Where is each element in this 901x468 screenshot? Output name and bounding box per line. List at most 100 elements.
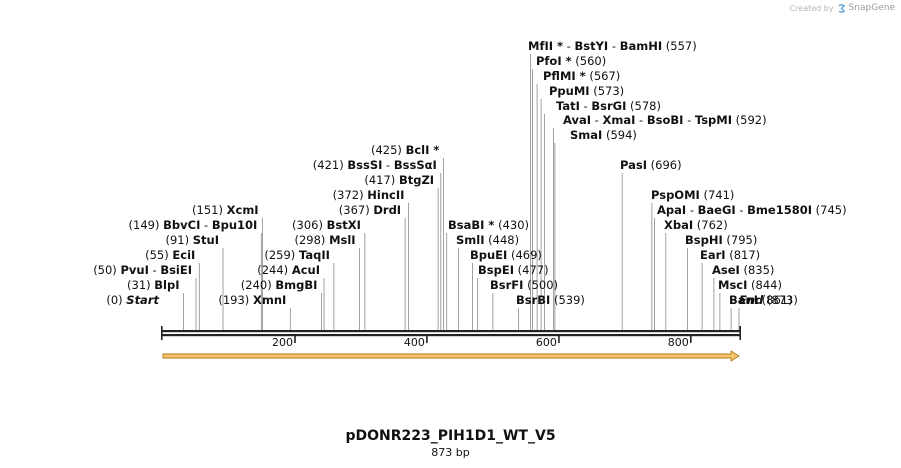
feature-arrow-shape[interactable] bbox=[162, 350, 740, 362]
label-part: - bbox=[608, 39, 619, 53]
cut-site-label[interactable]: ApaI - BaeGI - Bme1580I (745) bbox=[657, 203, 847, 217]
label-part: XmnI bbox=[253, 293, 286, 307]
ruler-tick bbox=[690, 336, 692, 343]
cut-site-label[interactable]: PspOMI (741) bbox=[651, 188, 734, 202]
label-part: (151) bbox=[192, 203, 227, 217]
label-part: PspOMI bbox=[651, 188, 700, 202]
cut-site-label[interactable]: (421) BssSI - BssSαI bbox=[313, 158, 437, 172]
ruler-tick-label: 400 bbox=[404, 336, 425, 349]
cut-site-label[interactable]: (240) BmgBI bbox=[241, 278, 318, 292]
ruler-ticks: 200 400 600 800 bbox=[272, 336, 692, 349]
cut-site-label[interactable]: AvaI - XmaI - BsoBI - TspMI (592) bbox=[563, 113, 767, 127]
label-part: (55) bbox=[145, 248, 172, 262]
label-part: (193) bbox=[218, 293, 253, 307]
map-title: pDONR223_PIH1D1_WT_V5 bbox=[345, 428, 556, 444]
label-part: BtgZI bbox=[399, 173, 434, 187]
cut-site-labels: (0) Start(31) BlpI(50) PvuI - BsiEI(55) … bbox=[93, 39, 846, 307]
cut-site-label[interactable]: (298) MslI bbox=[294, 233, 355, 247]
cut-site-label[interactable]: BspEI (477) bbox=[478, 263, 549, 277]
cut-site-label[interactable]: BsrBI (539) bbox=[516, 293, 585, 307]
label-part: (745) bbox=[812, 203, 847, 217]
cut-site-label[interactable]: SmaI (594) bbox=[570, 128, 637, 142]
label-part: (592) bbox=[732, 113, 767, 127]
label-part: (762) bbox=[693, 218, 728, 232]
label-part: PpuMI bbox=[549, 84, 590, 98]
label-part: (696) bbox=[647, 158, 682, 172]
feature-arrow[interactable] bbox=[162, 350, 740, 362]
label-part: Bme1580I bbox=[747, 203, 812, 217]
cut-site-label[interactable]: EarI (817) bbox=[700, 248, 760, 262]
cut-site-label[interactable]: BsaBI * (430) bbox=[448, 218, 529, 232]
ruler-tick bbox=[294, 336, 296, 343]
label-part: PfoI * bbox=[536, 54, 572, 68]
label-part: - bbox=[736, 203, 747, 217]
cut-site-lines bbox=[183, 54, 740, 330]
label-part: (835) bbox=[740, 263, 775, 277]
cut-site-label[interactable]: (367) DrdI bbox=[339, 203, 401, 217]
cut-site-label[interactable]: MfII * - BstYI - BamHI (557) bbox=[528, 39, 697, 53]
label-part: BspHI bbox=[685, 233, 723, 247]
backbone-top-strand bbox=[161, 330, 741, 333]
label-part: PasI bbox=[620, 158, 647, 172]
backbone-end-cap bbox=[739, 326, 741, 340]
cut-site-label[interactable]: (193) XmnI bbox=[218, 293, 286, 307]
label-part: (557) bbox=[662, 39, 697, 53]
label-part: BanI bbox=[729, 293, 758, 307]
label-part: SmaI bbox=[570, 128, 602, 142]
label-part: (430) bbox=[494, 218, 529, 232]
label-part: BssSI bbox=[347, 158, 382, 172]
cut-site-label[interactable]: AseI (835) bbox=[712, 263, 774, 277]
cut-site-label[interactable]: End (873) bbox=[739, 293, 798, 307]
cut-site-label[interactable]: (50) PvuI - BsiEI bbox=[93, 263, 192, 277]
cut-site-label[interactable]: (306) BstXI bbox=[292, 218, 361, 232]
cut-site-label[interactable]: BspHI (795) bbox=[685, 233, 757, 247]
cut-site-label[interactable]: BpuEI (469) bbox=[470, 248, 542, 262]
label-part: HincII bbox=[367, 188, 404, 202]
label-part: (367) bbox=[339, 203, 374, 217]
label-part: AcuI bbox=[292, 263, 320, 277]
backbone-bottom-strand bbox=[161, 334, 741, 337]
cut-site-label[interactable]: TatI - BsrGI (578) bbox=[556, 99, 661, 113]
label-part: ApaI bbox=[657, 203, 686, 217]
label-part: (240) bbox=[241, 278, 276, 292]
cut-site-label[interactable]: (259) TaqII bbox=[264, 248, 330, 262]
label-part: (421) bbox=[313, 158, 348, 172]
label-part: - bbox=[382, 158, 393, 172]
label-part: EarI bbox=[700, 248, 726, 262]
cut-site-label[interactable]: SmlI (448) bbox=[456, 233, 519, 247]
label-part: (573) bbox=[590, 84, 625, 98]
cut-site-label[interactable]: PpuMI (573) bbox=[549, 84, 624, 98]
cut-site-label[interactable]: (417) BtgZI bbox=[364, 173, 434, 187]
cut-site-label[interactable]: (149) BbvCI - Bpu10I bbox=[129, 218, 258, 232]
label-part: - bbox=[200, 218, 211, 232]
label-part: (741) bbox=[700, 188, 735, 202]
label-part: (873) bbox=[763, 293, 798, 307]
cut-site-label[interactable]: BsrFI (500) bbox=[490, 278, 558, 292]
label-part: BstYI bbox=[575, 39, 609, 53]
label-part: MslI bbox=[329, 233, 356, 247]
cut-site-label[interactable]: XbaI (762) bbox=[664, 218, 728, 232]
cut-site-label[interactable]: PflMI * (567) bbox=[543, 69, 620, 83]
label-part: Start bbox=[126, 293, 159, 307]
cut-site-label[interactable]: (31) BlpI bbox=[127, 278, 179, 292]
cut-site-label[interactable]: (372) HincII bbox=[333, 188, 405, 202]
cut-site-label[interactable]: BanI (861) bbox=[729, 293, 793, 307]
cut-site-label[interactable]: PfoI * (560) bbox=[536, 54, 606, 68]
cut-site-label[interactable]: PasI (696) bbox=[620, 158, 682, 172]
label-part: (425) bbox=[371, 143, 406, 157]
label-part: BsrBI bbox=[516, 293, 550, 307]
cut-site-label[interactable]: (151) XcmI bbox=[192, 203, 259, 217]
cut-site-label[interactable]: (0) Start bbox=[106, 293, 159, 307]
label-part: (259) bbox=[264, 248, 299, 262]
label-part: (298) bbox=[294, 233, 329, 247]
cut-site-label[interactable]: (425) BclI * bbox=[371, 143, 439, 157]
cut-site-label[interactable]: (91) StuI bbox=[165, 233, 219, 247]
label-part: AseI bbox=[712, 263, 740, 277]
cut-site-label[interactable]: (55) EciI bbox=[145, 248, 195, 262]
label-part: (578) bbox=[626, 99, 661, 113]
label-part: BssSαI bbox=[394, 158, 437, 172]
backbone-start-cap bbox=[161, 326, 163, 340]
cut-site-label[interactable]: (244) AcuI bbox=[257, 263, 320, 277]
label-part: BaeGI bbox=[698, 203, 736, 217]
cut-site-label[interactable]: MscI (844) bbox=[718, 278, 782, 292]
